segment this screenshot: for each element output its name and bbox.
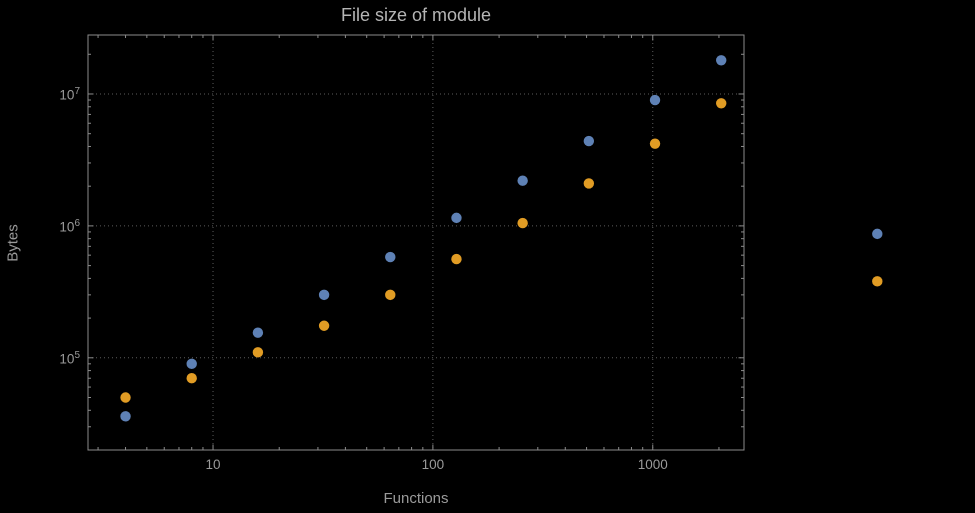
- data-point-series-1: [186, 358, 197, 370]
- y-tick-base: 10: [59, 219, 75, 235]
- x-axis-label: Functions: [383, 490, 449, 507]
- data-point-series-1: [716, 55, 727, 66]
- data-point-series-1: [120, 411, 131, 422]
- y-tick-exponent: 7: [74, 85, 80, 97]
- data-point-series-2: [120, 392, 131, 403]
- data-point-series-2: [649, 138, 661, 149]
- x-tick-label: 100: [421, 457, 445, 472]
- data-point-series-1: [583, 135, 595, 147]
- data-point-series-2: [186, 373, 197, 384]
- data-point-series-1: [451, 212, 462, 224]
- data-point-series-2: [872, 276, 883, 287]
- data-point-series-2: [318, 320, 330, 331]
- data-point-series-2: [385, 289, 396, 301]
- data-point-series-2: [716, 98, 727, 109]
- data-point-series-1: [252, 327, 264, 338]
- data-point-series-2: [451, 253, 462, 265]
- y-tick-exponent: 5: [74, 349, 80, 361]
- y-tick-label: 106: [0, 218, 80, 235]
- data-point-series-2: [583, 178, 595, 189]
- data-point-series-1: [517, 175, 528, 186]
- plot-frame: [87, 34, 745, 451]
- y-tick-label: 105: [0, 350, 80, 367]
- data-point-series-1: [385, 251, 396, 263]
- chart-title: File size of module: [340, 5, 492, 25]
- data-point-series-2: [517, 217, 528, 229]
- y-tick-base: 10: [59, 87, 75, 103]
- y-tick-label: 107: [0, 86, 80, 103]
- y-tick-exponent: 6: [74, 217, 80, 229]
- data-point-series-1: [649, 94, 661, 106]
- data-point-series-1: [318, 289, 330, 301]
- x-tick-label: 10: [205, 457, 221, 472]
- y-tick-base: 10: [59, 351, 75, 367]
- data-point-series-1: [872, 228, 883, 240]
- data-point-series-2: [252, 347, 264, 358]
- x-tick-label: 1000: [637, 457, 668, 472]
